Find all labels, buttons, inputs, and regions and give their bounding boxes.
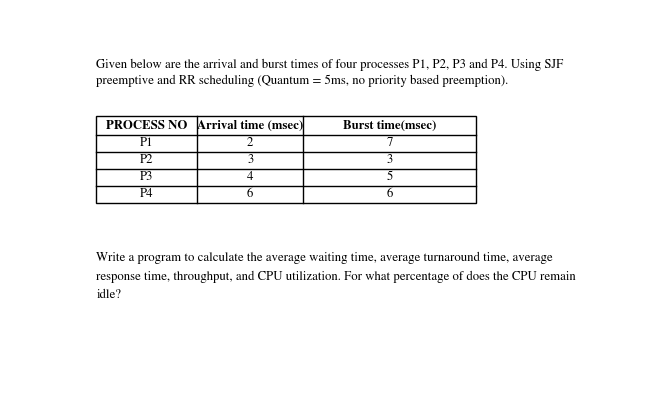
Text: 7: 7: [387, 138, 393, 150]
Text: 2: 2: [247, 138, 253, 150]
Text: 4: 4: [247, 171, 253, 183]
Text: 3: 3: [387, 154, 393, 166]
Text: P1: P1: [140, 138, 153, 150]
Text: 3: 3: [247, 154, 253, 166]
Text: 5: 5: [387, 171, 393, 183]
Text: preemptive and RR scheduling (Quantum = 5ms, no priority based preemption).: preemptive and RR scheduling (Quantum = …: [96, 74, 508, 87]
Text: PROCESS NO: PROCESS NO: [106, 119, 187, 132]
Text: Write a program to calculate the average waiting time, average turnaround time, : Write a program to calculate the average…: [96, 252, 553, 264]
Text: P3: P3: [140, 171, 153, 183]
Text: P4: P4: [140, 188, 153, 200]
Text: P2: P2: [140, 154, 153, 166]
Text: Arrival time (msec): Arrival time (msec): [197, 119, 303, 132]
Text: 6: 6: [387, 188, 393, 200]
Text: 6: 6: [247, 188, 253, 200]
Bar: [96, 116, 476, 203]
Text: Burst time(msec): Burst time(msec): [343, 119, 436, 132]
Text: Given below are the arrival and burst times of four processes P1, P2, P3 and P4.: Given below are the arrival and burst ti…: [96, 59, 564, 71]
Text: response time, throughput, and CPU utilization. For what percentage of does the : response time, throughput, and CPU utili…: [96, 270, 576, 283]
Text: idle?: idle?: [96, 289, 121, 301]
